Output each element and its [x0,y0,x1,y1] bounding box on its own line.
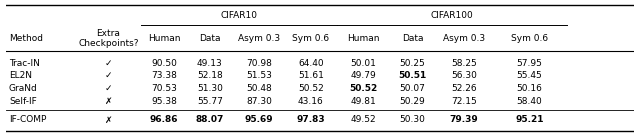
Text: 51.30: 51.30 [197,84,223,93]
Text: 49.13: 49.13 [197,59,223,68]
Text: 95.38: 95.38 [151,97,177,106]
Text: Method: Method [9,34,43,43]
Text: Extra
Checkpoints?: Extra Checkpoints? [78,29,139,48]
Text: 57.95: 57.95 [516,59,543,68]
Text: 70.53: 70.53 [151,84,177,93]
Text: 70.98: 70.98 [246,59,272,68]
Text: 43.16: 43.16 [298,97,324,106]
Text: 49.52: 49.52 [350,115,376,124]
Text: Trac-IN: Trac-IN [9,59,40,68]
Text: IF-COMP: IF-COMP [9,115,46,124]
Text: CIFAR10: CIFAR10 [221,11,257,20]
Text: ✗: ✗ [104,115,112,124]
Text: 50.52: 50.52 [349,84,377,93]
Text: 90.50: 90.50 [151,59,177,68]
Text: 50.29: 50.29 [399,97,426,106]
Text: 55.45: 55.45 [516,71,542,80]
Text: 50.16: 50.16 [516,84,543,93]
Text: 97.83: 97.83 [296,115,325,124]
Text: 56.30: 56.30 [451,71,477,80]
Text: 50.25: 50.25 [399,59,426,68]
Text: 79.39: 79.39 [449,115,478,124]
Text: 52.26: 52.26 [451,84,477,93]
Text: 72.15: 72.15 [451,97,477,106]
Text: EL2N: EL2N [9,71,32,80]
Text: 50.07: 50.07 [399,84,426,93]
Text: Asym 0.3: Asym 0.3 [443,34,485,43]
Text: 52.18: 52.18 [197,71,223,80]
Text: 50.30: 50.30 [399,115,426,124]
Text: ✗: ✗ [104,97,112,106]
Text: 51.61: 51.61 [298,71,324,80]
Text: CIFAR100: CIFAR100 [431,11,474,20]
Text: 49.81: 49.81 [350,97,376,106]
Text: 88.07: 88.07 [196,115,224,124]
Text: 96.86: 96.86 [150,115,179,124]
Text: 50.51: 50.51 [398,71,427,80]
Text: Human: Human [148,34,180,43]
Text: ✓: ✓ [104,59,112,68]
Text: 73.38: 73.38 [151,71,177,80]
Text: 49.79: 49.79 [350,71,376,80]
Text: Asym 0.3: Asym 0.3 [238,34,280,43]
Text: Data: Data [402,34,423,43]
Text: 50.48: 50.48 [246,84,272,93]
Text: GraNd: GraNd [9,84,38,93]
Text: 58.40: 58.40 [516,97,542,106]
Text: ✓: ✓ [104,71,112,80]
Text: Sym 0.6: Sym 0.6 [511,34,548,43]
Text: 51.53: 51.53 [246,71,272,80]
Text: Human: Human [347,34,380,43]
Text: 87.30: 87.30 [246,97,272,106]
Text: 95.69: 95.69 [244,115,273,124]
Text: 64.40: 64.40 [298,59,324,68]
Text: 95.21: 95.21 [515,115,544,124]
Text: 50.01: 50.01 [350,59,376,68]
Text: ✓: ✓ [104,84,112,93]
Text: Sym 0.6: Sym 0.6 [292,34,330,43]
Text: Data: Data [199,34,221,43]
Text: 50.52: 50.52 [298,84,324,93]
Text: 55.77: 55.77 [197,97,223,106]
Text: 58.25: 58.25 [451,59,477,68]
Text: Self-IF: Self-IF [9,97,36,106]
